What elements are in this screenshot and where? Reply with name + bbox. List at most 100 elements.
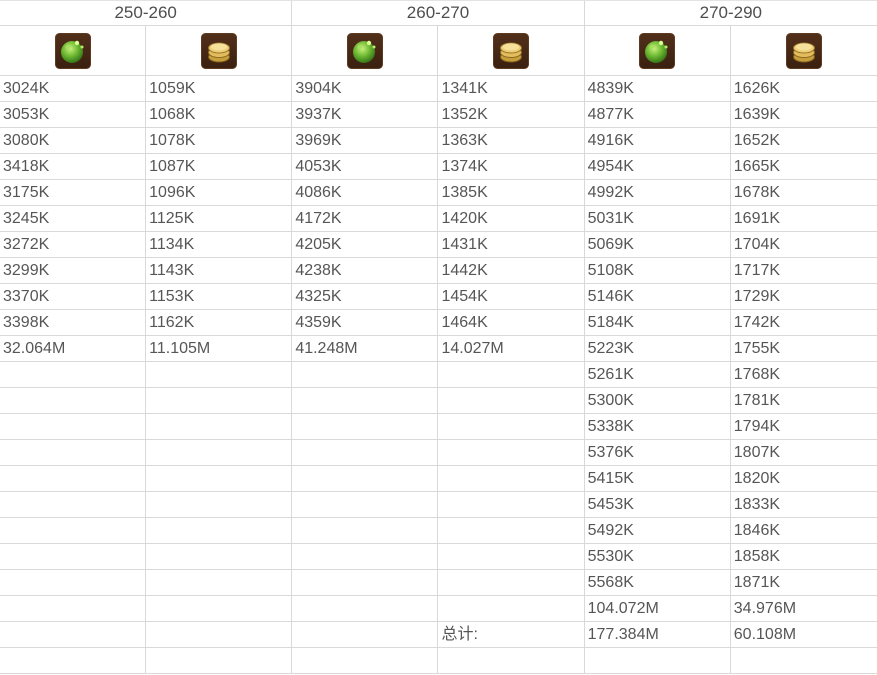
cell[interactable]	[146, 570, 293, 596]
cell[interactable]	[146, 648, 293, 674]
cell[interactable]: 4325K	[292, 284, 439, 310]
cell[interactable]	[438, 388, 585, 414]
cell[interactable]: 14.027M	[438, 336, 585, 362]
cell[interactable]	[0, 388, 147, 414]
cell[interactable]: 1678K	[730, 180, 877, 206]
cell[interactable]: 4992K	[584, 180, 731, 206]
cell[interactable]: 1125K	[146, 206, 293, 232]
cell[interactable]	[584, 648, 731, 674]
cell[interactable]: 1341K	[438, 76, 585, 102]
cell[interactable]	[0, 440, 147, 466]
cell[interactable]	[292, 518, 439, 544]
icon-cell[interactable]	[730, 26, 877, 76]
cell[interactable]: 5415K	[584, 466, 731, 492]
cell[interactable]: 1143K	[146, 258, 293, 284]
cell[interactable]: 1059K	[146, 76, 293, 102]
cell[interactable]	[292, 362, 439, 388]
cell[interactable]: 4954K	[584, 154, 731, 180]
cell[interactable]	[438, 570, 585, 596]
cell[interactable]: 总计:	[438, 622, 585, 648]
header-group-250-260[interactable]: 250-260	[0, 1, 293, 26]
cell[interactable]: 3937K	[292, 102, 439, 128]
icon-cell[interactable]	[0, 26, 147, 76]
cell[interactable]	[292, 648, 439, 674]
cell[interactable]: 5568K	[584, 570, 731, 596]
cell[interactable]: 5146K	[584, 284, 731, 310]
cell[interactable]	[438, 648, 585, 674]
cell[interactable]	[0, 414, 147, 440]
icon-cell[interactable]	[292, 26, 439, 76]
cell[interactable]: 3080K	[0, 128, 147, 154]
cell[interactable]: 1454K	[438, 284, 585, 310]
cell[interactable]	[146, 622, 293, 648]
cell[interactable]	[146, 414, 293, 440]
cell[interactable]: 5261K	[584, 362, 731, 388]
cell[interactable]: 1374K	[438, 154, 585, 180]
cell[interactable]: 3024K	[0, 76, 147, 102]
cell[interactable]: 1665K	[730, 154, 877, 180]
cell[interactable]	[730, 648, 877, 674]
cell[interactable]	[0, 622, 147, 648]
cell[interactable]: 1768K	[730, 362, 877, 388]
cell[interactable]: 1729K	[730, 284, 877, 310]
cell[interactable]: 32.064M	[0, 336, 147, 362]
cell[interactable]: 1442K	[438, 258, 585, 284]
cell[interactable]: 1431K	[438, 232, 585, 258]
cell[interactable]	[0, 544, 147, 570]
icon-cell[interactable]	[438, 26, 585, 76]
cell[interactable]: 5492K	[584, 518, 731, 544]
cell[interactable]: 5031K	[584, 206, 731, 232]
cell[interactable]: 1871K	[730, 570, 877, 596]
cell[interactable]	[146, 544, 293, 570]
cell[interactable]: 1134K	[146, 232, 293, 258]
cell[interactable]: 1153K	[146, 284, 293, 310]
cell[interactable]: 104.072M	[584, 596, 731, 622]
cell[interactable]: 1704K	[730, 232, 877, 258]
cell[interactable]: 1691K	[730, 206, 877, 232]
cell[interactable]	[146, 596, 293, 622]
cell[interactable]	[146, 440, 293, 466]
cell[interactable]	[292, 492, 439, 518]
cell[interactable]	[292, 544, 439, 570]
cell[interactable]	[292, 596, 439, 622]
cell[interactable]: 5376K	[584, 440, 731, 466]
cell[interactable]: 5300K	[584, 388, 731, 414]
cell[interactable]: 1846K	[730, 518, 877, 544]
cell[interactable]: 1755K	[730, 336, 877, 362]
cell[interactable]	[146, 492, 293, 518]
cell[interactable]: 1652K	[730, 128, 877, 154]
cell[interactable]: 11.105M	[146, 336, 293, 362]
cell[interactable]: 1742K	[730, 310, 877, 336]
cell[interactable]	[438, 414, 585, 440]
cell[interactable]	[146, 518, 293, 544]
cell[interactable]: 5453K	[584, 492, 731, 518]
cell[interactable]: 5338K	[584, 414, 731, 440]
cell[interactable]	[0, 596, 147, 622]
cell[interactable]: 4877K	[584, 102, 731, 128]
cell[interactable]: 5530K	[584, 544, 731, 570]
cell[interactable]	[292, 414, 439, 440]
cell[interactable]: 1162K	[146, 310, 293, 336]
cell[interactable]: 4916K	[584, 128, 731, 154]
cell[interactable]: 3370K	[0, 284, 147, 310]
cell[interactable]: 3904K	[292, 76, 439, 102]
cell[interactable]	[146, 388, 293, 414]
cell[interactable]: 1363K	[438, 128, 585, 154]
cell[interactable]: 1068K	[146, 102, 293, 128]
cell[interactable]: 4839K	[584, 76, 731, 102]
cell[interactable]	[0, 492, 147, 518]
cell[interactable]	[0, 518, 147, 544]
cell[interactable]	[0, 362, 147, 388]
cell[interactable]: 1858K	[730, 544, 877, 570]
cell[interactable]	[292, 388, 439, 414]
cell[interactable]: 3398K	[0, 310, 147, 336]
cell[interactable]	[438, 518, 585, 544]
cell[interactable]: 1385K	[438, 180, 585, 206]
header-group-260-270[interactable]: 260-270	[292, 1, 585, 26]
cell[interactable]: 1807K	[730, 440, 877, 466]
cell[interactable]: 4172K	[292, 206, 439, 232]
cell[interactable]: 1352K	[438, 102, 585, 128]
cell[interactable]: 177.384M	[584, 622, 731, 648]
cell[interactable]: 1781K	[730, 388, 877, 414]
cell[interactable]: 3245K	[0, 206, 147, 232]
